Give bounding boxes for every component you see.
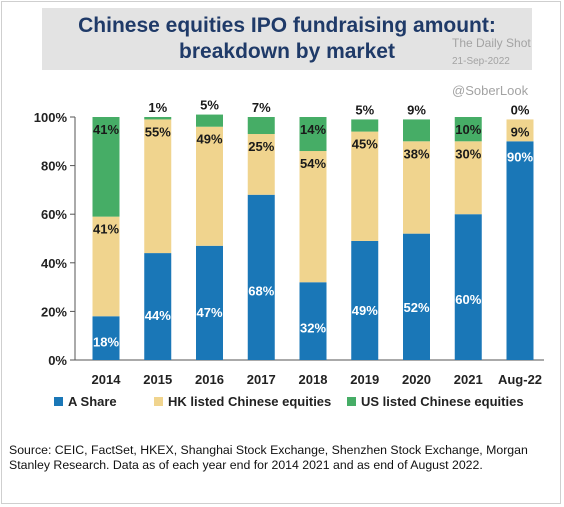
data-label: 9% (407, 102, 426, 117)
data-label: 47% (196, 305, 222, 320)
data-label: 18% (93, 335, 119, 350)
x-tick-label: Aug-22 (498, 372, 542, 387)
legend-label-hk: HK listed Chinese equities (168, 394, 332, 409)
bar-segment (506, 119, 534, 142)
legend-label-us: US listed Chinese equities (361, 394, 524, 409)
bar-segment (351, 131, 379, 241)
bar-segment (144, 253, 172, 360)
bar-segment (299, 117, 327, 152)
bar-segment (299, 151, 327, 283)
bar-segment (454, 214, 482, 360)
bar-segment (92, 316, 120, 360)
bar-segment (92, 117, 120, 217)
legend: A Share HK listed Chinese equities US li… (0, 394, 564, 414)
bar-segment (299, 282, 327, 360)
bar-segment (144, 117, 172, 120)
data-label: 55% (145, 124, 171, 139)
data-label: 49% (196, 132, 222, 147)
y-tick-label: 20% (41, 304, 67, 319)
legend-swatch-us (347, 397, 356, 406)
data-label: 38% (403, 146, 429, 161)
bar-segment (247, 134, 275, 195)
y-tick-label: 60% (41, 207, 67, 222)
bar-segment (196, 245, 223, 360)
data-label: 0% (511, 102, 530, 117)
stacked-bar-chart: 0% 20% 40% 60% 80% 100% 18% 41% 41% 2014 44% 55% 1% 2… (34, 98, 544, 387)
bar-segment (403, 119, 430, 142)
watermark-date: 21-Sep-2022 (452, 56, 510, 67)
data-label: 7% (252, 100, 271, 115)
legend-swatch-hk (154, 397, 163, 406)
bar-segment (403, 233, 430, 360)
legend-item-us: US listed Chinese equities (347, 394, 524, 409)
data-label: 32% (300, 320, 326, 335)
data-label: 5% (355, 102, 374, 117)
x-tick-label: 2021 (454, 372, 483, 387)
data-label: 52% (403, 300, 429, 315)
x-tick-label: 2016 (195, 372, 224, 387)
y-tick-label: 0% (48, 353, 67, 368)
data-label: 25% (248, 139, 274, 154)
bar-segment (247, 117, 275, 135)
data-label: 41% (93, 122, 119, 137)
bar-segment (92, 216, 120, 317)
chart-title-line-2: breakdown by market (179, 40, 395, 63)
y-tick-label: 100% (34, 110, 68, 125)
watermark-handle: @SoberLook (452, 83, 529, 98)
bar-segment (351, 240, 379, 360)
bar-segment (247, 194, 275, 360)
data-label: 49% (352, 303, 378, 318)
bar-segment (351, 119, 379, 132)
watermark-brand: The Daily Shot (452, 36, 531, 50)
data-label: 41% (93, 222, 119, 237)
data-label: 1% (148, 100, 167, 115)
data-label: 14% (300, 122, 326, 137)
title-box: Chinese equities IPO fundraising amount:… (42, 8, 532, 70)
bar-segment (506, 141, 534, 360)
bar-segment (144, 119, 172, 254)
bar-segment (196, 114, 223, 127)
data-label: 44% (145, 308, 171, 323)
y-tick-label: 40% (41, 256, 67, 271)
data-label: 54% (300, 156, 326, 171)
data-label: 68% (248, 284, 274, 299)
data-label: 5% (200, 98, 219, 113)
bar-segment (454, 141, 482, 215)
x-tick-label: 2019 (350, 372, 379, 387)
legend-item-a-share: A Share (54, 394, 117, 409)
data-label: 30% (455, 146, 481, 161)
legend-label-a-share: A Share (68, 394, 117, 409)
x-tick-label: 2018 (299, 372, 328, 387)
legend-item-hk: HK listed Chinese equities (154, 394, 331, 409)
x-tick-label: 2015 (143, 372, 172, 387)
chart-title-line-1: Chinese equities IPO fundraising amount: (78, 14, 496, 37)
data-label: 60% (455, 292, 481, 307)
source-note: Source: CEIC, FactSet, HKEX, Shanghai St… (9, 443, 528, 472)
x-tick-label: 2020 (402, 372, 431, 387)
data-label: 90% (507, 149, 533, 164)
x-tick-label: 2017 (247, 372, 276, 387)
data-label: 10% (455, 122, 481, 137)
y-tick-label: 80% (41, 159, 67, 174)
legend-swatch-a-share (54, 397, 63, 406)
bar-segment (403, 141, 430, 234)
data-label: 9% (511, 124, 530, 139)
x-tick-label: 2014 (92, 372, 122, 387)
bar-segment (454, 117, 482, 142)
bar-segment (196, 126, 223, 246)
data-label: 45% (352, 137, 378, 152)
